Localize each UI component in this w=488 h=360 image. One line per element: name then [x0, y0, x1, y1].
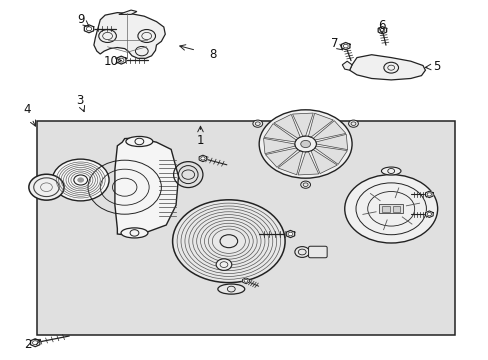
Polygon shape	[313, 121, 345, 140]
Circle shape	[172, 200, 285, 283]
Circle shape	[259, 110, 351, 178]
FancyBboxPatch shape	[308, 246, 326, 258]
Text: 5: 5	[432, 60, 440, 73]
Polygon shape	[315, 134, 347, 150]
Polygon shape	[349, 55, 425, 80]
Text: 2: 2	[24, 338, 32, 351]
Polygon shape	[314, 146, 346, 165]
Polygon shape	[341, 42, 349, 50]
Polygon shape	[119, 10, 137, 14]
Polygon shape	[264, 123, 296, 142]
Circle shape	[300, 140, 310, 148]
Polygon shape	[242, 278, 249, 284]
Polygon shape	[308, 113, 333, 137]
Polygon shape	[30, 339, 40, 347]
Polygon shape	[292, 113, 313, 136]
Circle shape	[344, 175, 437, 243]
Text: 6: 6	[377, 19, 385, 32]
Polygon shape	[265, 148, 297, 167]
Polygon shape	[94, 13, 165, 58]
Ellipse shape	[126, 136, 153, 147]
Circle shape	[300, 181, 310, 188]
Bar	[392, 206, 399, 212]
Polygon shape	[84, 25, 94, 33]
Circle shape	[216, 259, 231, 270]
Polygon shape	[425, 211, 432, 217]
Ellipse shape	[218, 284, 244, 294]
Polygon shape	[263, 138, 295, 154]
Text: 7: 7	[330, 37, 338, 50]
Circle shape	[78, 178, 83, 182]
Text: 3: 3	[76, 94, 83, 107]
Polygon shape	[115, 138, 178, 235]
Polygon shape	[116, 56, 126, 64]
Bar	[382, 206, 389, 212]
Polygon shape	[273, 114, 300, 138]
Ellipse shape	[381, 167, 400, 175]
Polygon shape	[277, 151, 302, 175]
Polygon shape	[377, 27, 386, 34]
Ellipse shape	[121, 228, 147, 238]
Circle shape	[29, 174, 64, 200]
Bar	[378, 204, 403, 213]
Polygon shape	[342, 61, 351, 70]
Circle shape	[252, 120, 262, 127]
Circle shape	[348, 120, 358, 127]
Text: 4: 4	[23, 103, 31, 116]
Text: 1: 1	[196, 134, 204, 147]
Polygon shape	[297, 152, 318, 175]
Circle shape	[52, 159, 109, 201]
Circle shape	[294, 247, 309, 257]
Polygon shape	[310, 150, 337, 174]
Polygon shape	[285, 230, 294, 238]
Text: 8: 8	[208, 48, 216, 61]
Text: 9: 9	[77, 13, 84, 26]
Polygon shape	[425, 191, 432, 198]
Bar	[37, 121, 454, 335]
Text: 10: 10	[104, 55, 119, 68]
Polygon shape	[199, 155, 206, 162]
